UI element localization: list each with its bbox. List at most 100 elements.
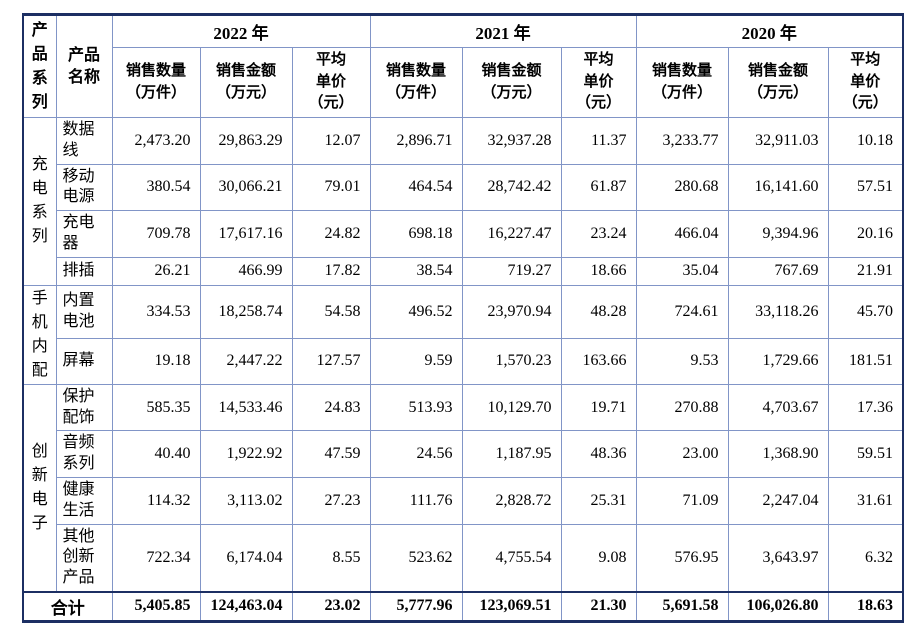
value-cell: 2,473.20 bbox=[111, 117, 201, 165]
value-cell: 2,447.22 bbox=[199, 338, 293, 385]
value-cell: 24.82 bbox=[291, 210, 371, 258]
value-cell: 40.40 bbox=[111, 430, 201, 478]
value-cell: 280.68 bbox=[635, 163, 729, 212]
value-cell: 30,066.21 bbox=[199, 163, 293, 212]
value-cell: 17.36 bbox=[827, 383, 904, 432]
sub-header-amount-2021: 销售金额 （万元） bbox=[461, 47, 562, 118]
name-cell: 充电器 bbox=[55, 210, 113, 258]
value-cell: 48.36 bbox=[560, 430, 637, 478]
name-column-header: 产品名称 bbox=[55, 14, 113, 118]
name-cell: 健康生活 bbox=[55, 476, 113, 525]
table-row: 充电系列 数据线 2,473.20 29,863.29 12.07 2,896.… bbox=[22, 117, 904, 286]
value-cell: 2,247.04 bbox=[727, 476, 829, 525]
sub-header-price-2022: 平均 单价 （元） bbox=[291, 47, 371, 118]
series-cell-charging: 充电系列 bbox=[22, 117, 57, 286]
total-value-cell: 21.30 bbox=[560, 590, 637, 622]
value-cell: 466.04 bbox=[635, 210, 729, 258]
value-cell: 57.51 bbox=[827, 163, 904, 212]
value-cell: 61.87 bbox=[560, 163, 637, 212]
value-cell: 8.55 bbox=[291, 523, 371, 593]
value-cell: 16,227.47 bbox=[461, 210, 562, 258]
total-value-cell: 124,463.04 bbox=[199, 590, 293, 622]
year-header-2022: 2022 年 bbox=[111, 14, 371, 48]
value-cell: 20.16 bbox=[827, 210, 904, 258]
value-cell: 127.57 bbox=[291, 338, 371, 385]
value-cell: 59.51 bbox=[827, 430, 904, 478]
value-cell: 464.54 bbox=[369, 163, 463, 212]
product-sales-table: 产品系列 产品名称 2022 年 2021 年 2020 年 销售数量 （万件）… bbox=[22, 13, 904, 623]
value-cell: 576.95 bbox=[635, 523, 729, 593]
value-cell: 114.32 bbox=[111, 476, 201, 525]
value-cell: 10.18 bbox=[827, 117, 904, 165]
table-row: 移动电源 380.54 30,066.21 79.01 464.54 28,74… bbox=[23, 163, 904, 212]
value-cell: 16,141.60 bbox=[727, 163, 829, 212]
value-cell: 9.08 bbox=[560, 523, 637, 593]
total-value-cell: 23.02 bbox=[291, 590, 371, 622]
value-cell: 1,368.90 bbox=[727, 430, 829, 478]
sub-header-price-2021: 平均 单价 （元） bbox=[560, 47, 637, 118]
value-cell: 11.37 bbox=[560, 117, 637, 165]
series-cell-phone: 手机内配 bbox=[22, 284, 57, 385]
table-row: 手机内配 内置电池 334.53 18,258.74 54.58 496.52 … bbox=[22, 284, 904, 385]
value-cell: 18.66 bbox=[560, 256, 637, 286]
value-cell: 71.09 bbox=[635, 476, 729, 525]
product-sales-table-wrap: 产品系列 产品名称 2022 年 2021 年 2020 年 销售数量 （万件）… bbox=[22, 13, 904, 623]
name-cell: 屏幕 bbox=[55, 338, 113, 385]
value-cell: 4,755.54 bbox=[461, 523, 562, 593]
value-cell: 523.62 bbox=[369, 523, 463, 593]
sub-header-qty-2022: 销售数量 （万件） bbox=[111, 47, 201, 118]
page: 产品系列 产品名称 2022 年 2021 年 2020 年 销售数量 （万件）… bbox=[22, 13, 904, 623]
total-value-cell: 5,405.85 bbox=[111, 590, 201, 622]
table-row: 屏幕 19.18 2,447.22 127.57 9.59 1,570.23 1… bbox=[23, 338, 904, 385]
value-cell: 513.93 bbox=[369, 383, 463, 432]
value-cell: 3,113.02 bbox=[199, 476, 293, 525]
value-cell: 12.07 bbox=[291, 117, 371, 165]
sub-header-price-2020: 平均 单价 （元） bbox=[827, 47, 904, 118]
value-cell: 23,970.94 bbox=[461, 284, 562, 340]
value-cell: 23.00 bbox=[635, 430, 729, 478]
value-cell: 163.66 bbox=[560, 338, 637, 385]
value-cell: 32,911.03 bbox=[727, 117, 829, 165]
value-cell: 35.04 bbox=[635, 256, 729, 286]
name-cell: 排插 bbox=[55, 256, 113, 286]
value-cell: 24.83 bbox=[291, 383, 371, 432]
value-cell: 2,896.71 bbox=[369, 117, 463, 165]
sub-header-qty-2021: 销售数量 （万件） bbox=[369, 47, 463, 118]
total-value-cell: 123,069.51 bbox=[461, 590, 562, 622]
sub-header-amount-2020: 销售金额 （万元） bbox=[727, 47, 829, 118]
value-cell: 722.34 bbox=[111, 523, 201, 593]
series-column-header: 产品系列 bbox=[22, 14, 57, 118]
name-cell: 保护配饰 bbox=[55, 383, 113, 432]
total-value-cell: 18.63 bbox=[827, 590, 904, 622]
sub-header-qty-2020: 销售数量 （万件） bbox=[635, 47, 729, 118]
table-row: 排插 26.21 466.99 17.82 38.54 719.27 18.66… bbox=[23, 256, 904, 286]
value-cell: 1,922.92 bbox=[199, 430, 293, 478]
value-cell: 1,570.23 bbox=[461, 338, 562, 385]
total-value-cell: 106,026.80 bbox=[727, 590, 829, 622]
value-cell: 496.52 bbox=[369, 284, 463, 340]
value-cell: 9.53 bbox=[635, 338, 729, 385]
name-cell: 数据线 bbox=[55, 117, 113, 165]
value-cell: 27.23 bbox=[291, 476, 371, 525]
total-value-cell: 5,777.96 bbox=[369, 590, 463, 622]
value-cell: 719.27 bbox=[461, 256, 562, 286]
value-cell: 270.88 bbox=[635, 383, 729, 432]
value-cell: 23.24 bbox=[560, 210, 637, 258]
name-cell: 音频系列 bbox=[55, 430, 113, 478]
value-cell: 28,742.42 bbox=[461, 163, 562, 212]
year-header-row: 产品系列 产品名称 2022 年 2021 年 2020 年 bbox=[22, 14, 904, 118]
name-cell: 其他创新产品 bbox=[55, 523, 113, 593]
name-cell: 内置电池 bbox=[55, 284, 113, 340]
value-cell: 2,828.72 bbox=[461, 476, 562, 525]
value-cell: 79.01 bbox=[291, 163, 371, 212]
value-cell: 767.69 bbox=[727, 256, 829, 286]
value-cell: 14,533.46 bbox=[199, 383, 293, 432]
value-cell: 334.53 bbox=[111, 284, 201, 340]
value-cell: 45.70 bbox=[827, 284, 904, 340]
name-cell: 移动电源 bbox=[55, 163, 113, 212]
series-cell-innovation: 创新电子 bbox=[22, 383, 57, 593]
value-cell: 585.35 bbox=[111, 383, 201, 432]
value-cell: 6.32 bbox=[827, 523, 904, 593]
value-cell: 1,187.95 bbox=[461, 430, 562, 478]
value-cell: 9.59 bbox=[369, 338, 463, 385]
